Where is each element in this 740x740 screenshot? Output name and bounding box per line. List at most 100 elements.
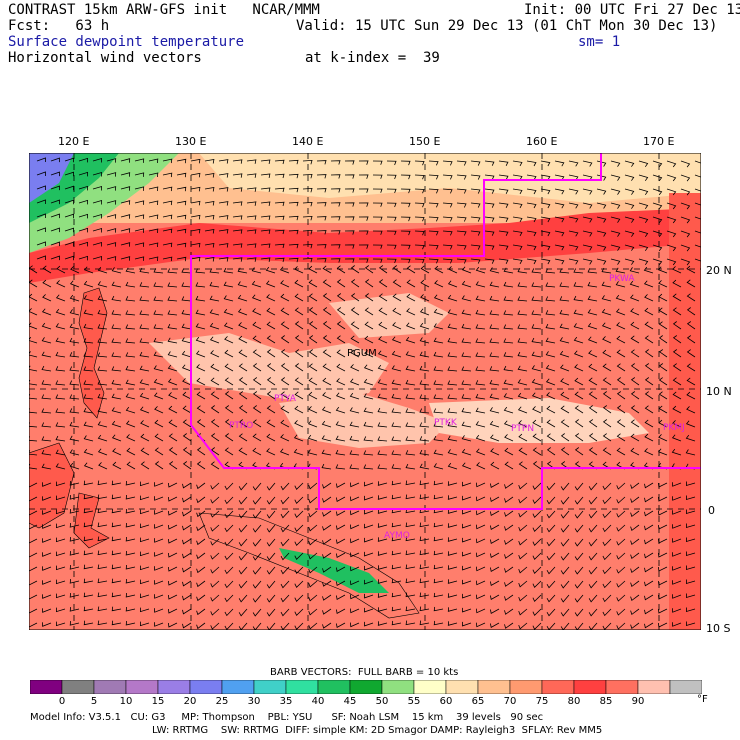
wind-barb [97,508,108,514]
wind-barb [162,172,173,178]
wind-barb [596,258,607,265]
wind-barb [470,216,481,222]
wind-barb [69,352,80,358]
wind-barb [83,338,94,344]
wind-barb [503,281,514,288]
wind-barb [462,551,472,557]
wind-barb [644,363,654,372]
wind-barb [176,172,187,178]
wind-barb [433,449,444,456]
wind-barb [280,280,290,288]
wind-barb [280,377,290,386]
wind-barb [280,496,290,505]
wind-barb [616,510,626,518]
wind-barb [358,202,369,207]
wind-barb [274,201,285,207]
wind-barb [616,608,626,616]
wind-barb [97,592,108,598]
wind-barb [498,244,509,250]
wind-barb [540,230,551,237]
wind-barb [377,481,388,486]
wind-barb [302,187,313,193]
wind-barb [638,174,649,182]
wind-barb [364,523,374,529]
wind-barb [302,201,313,207]
wind-barb [638,258,649,266]
wind-barb [252,363,262,372]
wind-barb [630,308,640,316]
wind-barb [83,620,94,626]
wind-barb [363,378,374,386]
wind-barb [461,295,472,302]
wind-barb [251,294,262,302]
wind-barb [344,202,355,207]
wind-barb [461,380,472,386]
wind-barb [125,338,136,344]
wind-barb [210,482,220,490]
dewpoint-field-red-band [29,208,701,283]
wind-barb [624,188,635,195]
wind-barb [41,351,52,358]
wind-barb [546,447,556,456]
wind-barb [545,323,556,330]
wind-barb [97,480,108,486]
wind-barb [69,462,80,470]
wind-barb [125,267,136,274]
wind-barb [308,377,318,386]
wind-barb [125,296,136,302]
wind-barb [55,495,66,501]
wind-barb [182,580,192,587]
wind-barb [601,295,612,302]
wind-barb [630,391,640,400]
wind-barb [442,160,453,166]
wind-barb [224,496,234,505]
wind-barb [419,578,430,584]
wind-barb [503,352,514,358]
wind-barb [419,620,430,626]
wind-barb [504,538,514,545]
wind-barb [685,495,696,501]
color-scale-tick: 40 [311,696,325,707]
wind-barb [428,216,439,222]
wind-barb [512,160,523,167]
wind-barb [490,622,500,629]
wind-barb [615,308,626,316]
wind-barb [545,310,556,316]
wind-barb [134,214,145,219]
wind-barb [503,365,514,372]
wind-barb [377,393,388,400]
wind-barb [363,407,374,414]
wind-barb [322,510,332,517]
wind-barb [428,160,439,166]
wind-barb [154,524,164,529]
wind-barb [574,510,584,519]
wind-barb [139,392,150,400]
wind-barb [139,607,150,613]
wind-barb [456,174,467,180]
wind-barb [252,538,262,547]
wind-barb [111,564,122,570]
wind-barb [596,188,607,195]
wind-barb [126,434,136,442]
wind-barb [106,214,117,219]
wind-barb [694,230,701,238]
wind-barb [447,380,458,386]
color-scale-swatch [61,680,95,694]
wind-barb [456,230,467,236]
wind-barb [83,480,94,486]
wind-barb [518,461,528,470]
wind-barb [405,494,416,500]
wind-barb [111,508,122,514]
wind-barb [490,566,500,573]
wind-barb [55,449,66,456]
wind-barb [83,536,94,542]
wind-barbs [29,157,701,630]
wind-barb [546,482,556,491]
wind-barb [55,323,66,330]
wind-barb [260,215,271,220]
wind-barb [559,282,570,288]
wind-barb [288,215,299,221]
wind-barb [560,482,570,491]
wind-barb [658,566,668,572]
wind-barb [294,405,304,414]
